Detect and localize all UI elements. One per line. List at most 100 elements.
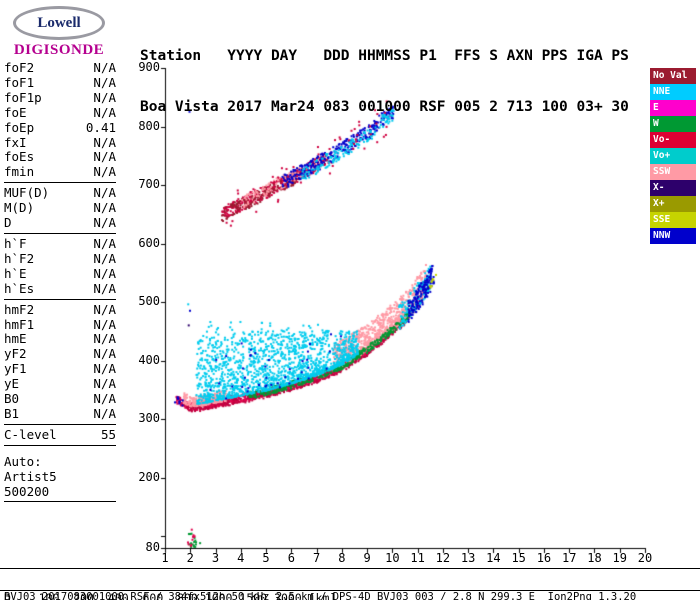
- digisonde-logo-text: DIGISONDE: [13, 42, 105, 58]
- param-label: fmin: [4, 164, 35, 180]
- legend-item: NNE: [650, 84, 696, 100]
- legend: No Val NNE E W Vo- Vo+ SSW X- X+ SSE NNW: [650, 68, 696, 244]
- param-label: yF1: [4, 361, 27, 377]
- x-axis-tick-label: 18: [587, 551, 602, 565]
- param-value: N/A: [93, 89, 116, 105]
- param-value: N/A: [93, 301, 116, 317]
- param-value: 55: [100, 426, 116, 442]
- param-row: hmF2 N/A: [4, 301, 116, 318]
- param-value: N/A: [93, 235, 116, 251]
- param-label: foEp: [4, 119, 35, 135]
- param-row: h`E N/A: [4, 265, 116, 282]
- param-value: N/A: [93, 316, 116, 332]
- param-row: fmin N/A: [4, 164, 116, 180]
- param-label: C-level: [4, 426, 57, 442]
- param-label: yF2: [4, 346, 27, 362]
- param-row: foEp 0.41: [4, 119, 116, 136]
- param-label: hmF1: [4, 316, 35, 332]
- x-axis-tick-label: 19: [612, 551, 627, 565]
- param-label: yE: [4, 376, 20, 392]
- param-value: N/A: [93, 74, 116, 90]
- param-value: N/A: [93, 391, 116, 407]
- param-value: N/A: [93, 346, 116, 362]
- y-axis-tick-label: 300: [138, 411, 160, 426]
- param-label: D: [4, 215, 12, 231]
- param-row: foF2 N/A: [4, 60, 116, 76]
- autoscale-label: Artist5: [4, 468, 57, 484]
- y-axis-tick-label: 800: [138, 118, 160, 133]
- legend-item: SSE: [650, 212, 696, 228]
- lowell-logo: Lowell DIGISONDE: [6, 6, 112, 59]
- autoscale-label: 500200: [4, 483, 50, 499]
- param-value: N/A: [93, 280, 116, 296]
- param-label: foF1p: [4, 89, 42, 105]
- param-label: MUF(D): [4, 185, 50, 201]
- x-axis-tick-label: 17: [561, 551, 577, 565]
- param-label: hmE: [4, 331, 27, 347]
- param-value: N/A: [93, 104, 116, 120]
- param-value: N/A: [93, 361, 116, 377]
- param-panel: foF2 N/A foF1 N/A foF1p N/A foE N/A foEp 0.41 fxI N…: [4, 60, 116, 504]
- param-row: hmE N/A: [4, 332, 116, 347]
- x-axis-tick-label: 4: [237, 551, 245, 565]
- legend-item: NNW: [650, 228, 696, 244]
- y-axis-tick-label: 80: [145, 540, 160, 554]
- param-group: MUF(D) N/A M(D) N/A D N/A: [4, 185, 116, 234]
- x-axis-tick-label: 2: [186, 551, 194, 565]
- param-value: N/A: [93, 200, 116, 216]
- dmuf-table: D 100 200 400 600 800 1000 1500 3000 [km…: [0, 568, 700, 600]
- x-axis-tick-label: 16: [536, 551, 552, 565]
- param-group: foF2 N/A foF1 N/A foF1p N/A foE N/A foEp 0.41 fxI N…: [4, 60, 116, 184]
- x-axis-tick-label: 11: [410, 551, 425, 565]
- param-label: M(D): [4, 200, 35, 216]
- param-value: N/A: [93, 60, 116, 75]
- autoscale-row: Artist5: [4, 468, 116, 485]
- y-axis-tick-label: 200: [138, 469, 160, 484]
- status-line: BVJ03_2017083001000.RSF / 384fx512h 50 k…: [0, 590, 700, 600]
- param-row: h`Es N/A: [4, 280, 116, 297]
- param-value: N/A: [93, 376, 116, 392]
- param-value: N/A: [93, 405, 116, 421]
- param-row: hmF1 N/A: [4, 316, 116, 333]
- lowell-logo-oval: Lowell: [13, 6, 105, 40]
- param-row: h`F N/A: [4, 235, 116, 252]
- param-label: B0: [4, 391, 20, 407]
- param-row: foEs N/A: [4, 150, 116, 165]
- y-axis-tick-label: 700: [138, 177, 160, 192]
- autoscale-row: Auto:: [4, 454, 116, 470]
- param-label: h`Es: [4, 280, 35, 296]
- x-axis-tick-label: 8: [338, 551, 346, 565]
- station-header-line2: Boa Vista 2017 Mar24 083 001000 RSF 005 …: [140, 99, 629, 115]
- param-group: h`F N/A h`F2 N/A h`E N/A h`Es N/A: [4, 236, 116, 300]
- param-label: foEs: [4, 149, 35, 165]
- param-row: h`F2 N/A: [4, 251, 116, 267]
- param-value: N/A: [93, 215, 116, 231]
- station-header-line1: Station YYYY DAY DDD HHMMSS P1 FFS S AXN…: [140, 48, 629, 64]
- legend-item: X+: [650, 196, 696, 212]
- param-row: foE N/A: [4, 104, 116, 121]
- legend-item: X-: [650, 180, 696, 196]
- x-axis-tick-label: 12: [435, 551, 451, 565]
- param-value: N/A: [93, 265, 116, 281]
- param-group: hmF2 N/A hmF1 N/A hmE N/A yF2 N/A yF1 N/A yE N/A B0 N…: [4, 302, 116, 425]
- param-value: N/A: [93, 134, 116, 150]
- param-row: fxI N/A: [4, 134, 116, 151]
- y-axis-tick-label: 400: [138, 352, 160, 367]
- param-label: foF1: [4, 74, 35, 90]
- y-axis-tick-label: 600: [138, 235, 160, 250]
- param-row: foF1p N/A: [4, 89, 116, 106]
- param-value: N/A: [93, 331, 116, 347]
- x-axis-tick-label: 3: [211, 551, 220, 565]
- param-row: MUF(D) N/A: [4, 185, 116, 201]
- param-row: D N/A: [4, 215, 116, 231]
- param-label: fxI: [4, 134, 27, 150]
- x-axis-tick-label: 14: [486, 551, 501, 565]
- x-axis-tick-label: 9: [363, 551, 371, 565]
- legend-item: Vo+: [650, 148, 696, 164]
- param-value: 0.41: [85, 119, 116, 135]
- autoscale-info: Auto: Artist5 500200: [4, 454, 116, 503]
- param-value: N/A: [93, 185, 116, 201]
- autoscale-row: 500200: [4, 483, 116, 500]
- param-label: h`E: [4, 265, 27, 281]
